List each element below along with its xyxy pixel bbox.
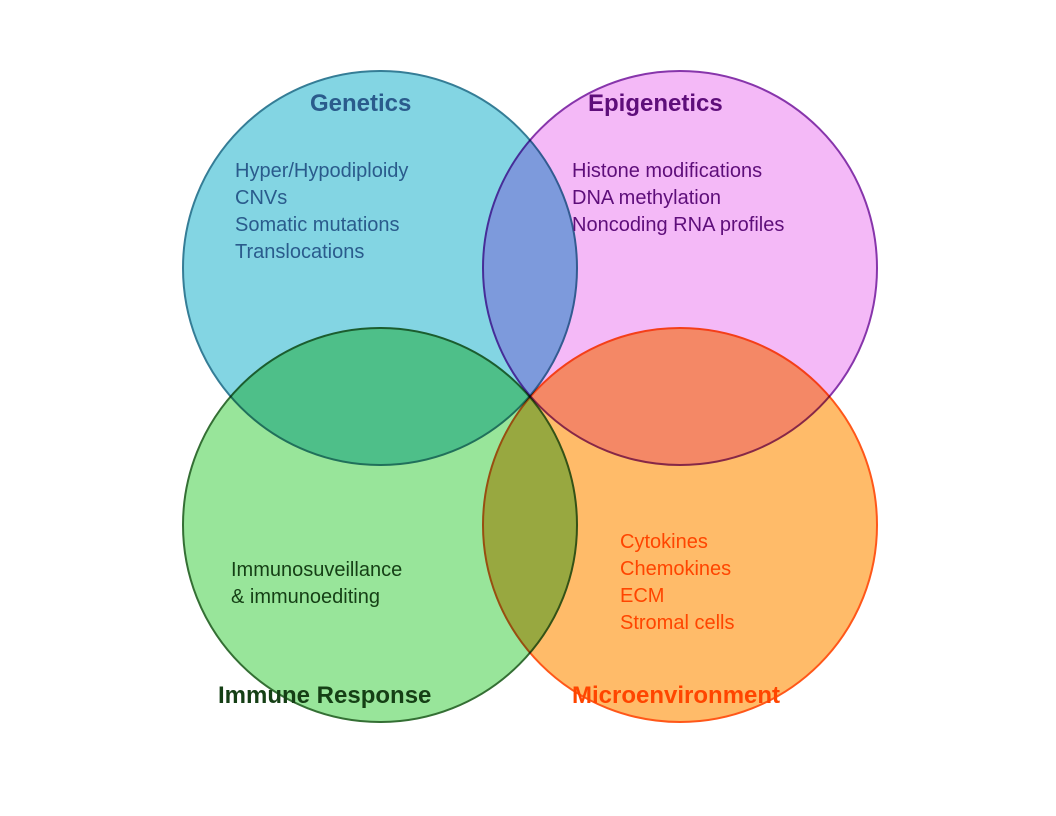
item: Immunosuveillance — [231, 557, 402, 584]
item: Cytokines — [620, 529, 734, 556]
title-immune-response: Immune Response — [218, 682, 431, 710]
item: Histone modifications — [572, 158, 784, 185]
item: ECM — [620, 583, 734, 610]
items-genetics: Hyper/Hypodiploidy CNVs Somatic mutation… — [235, 158, 408, 266]
circle-microenvironment — [482, 327, 878, 723]
items-epigenetics: Histone modifications DNA methylation No… — [572, 158, 784, 239]
title-epigenetics: Epigenetics — [588, 90, 723, 118]
title-microenvironment: Microenvironment — [572, 682, 780, 710]
item: Somatic mutations — [235, 212, 408, 239]
item: Translocations — [235, 239, 408, 266]
item: Noncoding RNA profiles — [572, 212, 784, 239]
venn-diagram: Genetics Epigenetics Immune Response Mic… — [0, 0, 1056, 816]
items-immune-response: Immunosuveillance & immunoediting — [231, 557, 402, 611]
item: Stromal cells — [620, 610, 734, 637]
item: Hyper/Hypodiploidy — [235, 158, 408, 185]
items-microenvironment: Cytokines Chemokines ECM Stromal cells — [620, 529, 734, 637]
title-genetics: Genetics — [310, 90, 411, 118]
item: DNA methylation — [572, 185, 784, 212]
item: & immunoediting — [231, 584, 402, 611]
item: CNVs — [235, 185, 408, 212]
item: Chemokines — [620, 556, 734, 583]
